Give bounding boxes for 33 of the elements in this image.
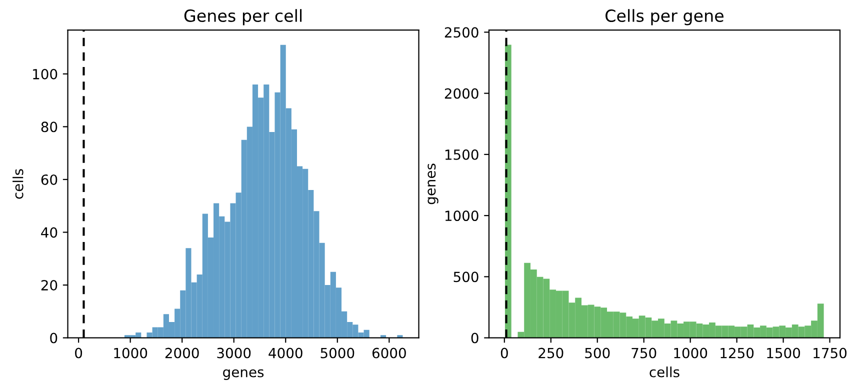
- y-tick-label: 0: [50, 332, 58, 344]
- x-axis-title: genes: [223, 369, 264, 380]
- y-tick-label: 1500: [445, 149, 478, 160]
- y-tick-label: 20: [41, 280, 58, 291]
- x-axis-title: cells: [650, 366, 680, 378]
- x-tick-label: 250: [538, 348, 564, 358]
- x-tick-label: 4000: [268, 348, 302, 358]
- y-tick-label: 1000: [445, 210, 478, 222]
- x-tick-label: 1250: [720, 348, 754, 358]
- x-tick-label: 0: [75, 348, 82, 358]
- y-tick-label: 0: [471, 332, 478, 344]
- y-tick-label: 2000: [444, 88, 478, 99]
- y-axis-title: cells: [12, 169, 24, 199]
- x-tick-label: 2000: [165, 348, 199, 358]
- x-tick-label: 750: [632, 348, 656, 358]
- y-tick-label: 500: [454, 272, 478, 282]
- x-tick-label: 5000: [320, 348, 354, 358]
- chart-title: Cells per gene: [606, 9, 724, 26]
- x-tick-label: 1750: [814, 348, 847, 358]
- y-tick-label: 80: [41, 122, 58, 132]
- chart-title: Genes per cell: [184, 9, 302, 26]
- y-tick-label: 60: [41, 174, 58, 185]
- x-tick-label: 500: [585, 348, 610, 358]
- x-tick-label: 0: [500, 348, 508, 358]
- x-tick-label: 1500: [767, 348, 800, 358]
- x-tick-label: 1000: [114, 348, 148, 358]
- x-tick-label: 3000: [217, 348, 251, 358]
- y-tick-label: 2500: [444, 27, 478, 38]
- y-tick-label: 40: [41, 227, 58, 238]
- y-axis-title: genes: [428, 164, 438, 204]
- y-tick-label: 100: [33, 68, 58, 80]
- x-tick-label: 1000: [674, 348, 708, 358]
- x-tick-label: 6000: [372, 348, 406, 358]
